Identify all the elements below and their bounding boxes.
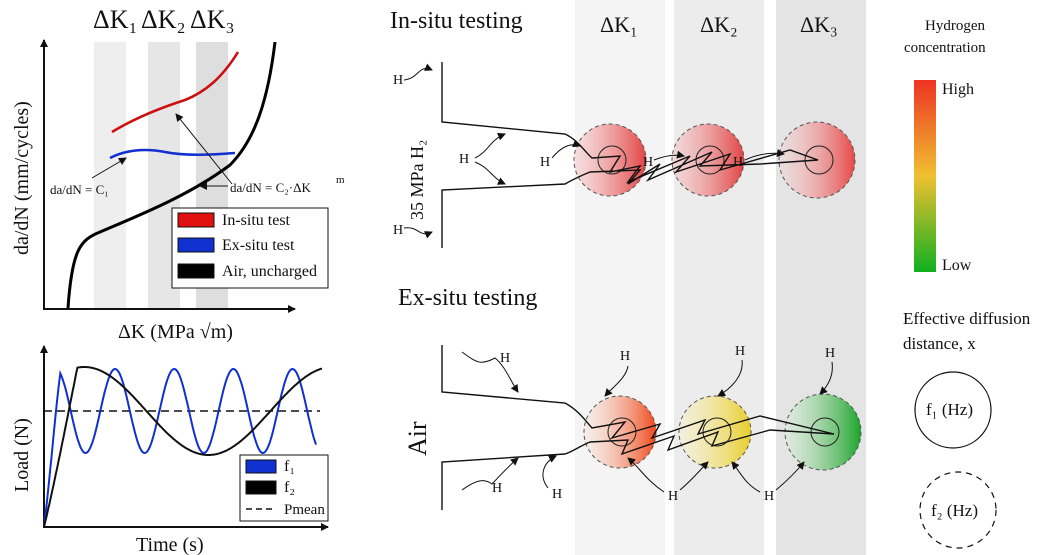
insitu-h-arrow-7 — [744, 149, 785, 161]
exsitu-h-8: H — [764, 489, 774, 504]
x-axis-label: ΔK (MPa √m) — [118, 321, 233, 343]
fcg-legend: In-situ test Ex-situ test Air, uncharged — [171, 207, 329, 289]
insitu-h-3: H — [459, 152, 469, 167]
legend-label-exsitu: Ex-situ test — [222, 237, 295, 254]
h-conc-high: High — [942, 81, 974, 98]
exsitu-h-7: H — [668, 489, 678, 504]
f2-label: f₂ (Hz) — [931, 501, 978, 520]
fcg-chart: ΔK₁ ΔK₂ ΔK₃ da/dN (mm/cycles) ΔK (MPa √m… — [11, 5, 345, 343]
exsitu-h-arrow-4 — [604, 365, 629, 397]
insitu-env: 35 MPa H₂ — [407, 140, 427, 220]
exsitu-title: Ex-situ testing — [398, 285, 537, 311]
legend-swatch-f2 — [245, 480, 277, 495]
exsitu-h-2: H — [492, 481, 502, 496]
annot-c2: da/dN = C₂·ΔK — [230, 180, 311, 195]
insitu-h-arrow-3 — [474, 132, 506, 159]
insitu-h-arrow-6 — [653, 150, 685, 161]
eff-diff-title-2: distance, x — [903, 334, 976, 353]
right-panel: Hydrogen concentration High Low Effectiv… — [903, 18, 1031, 549]
exsitu-h-4: H — [620, 349, 630, 364]
legend-swatch-f1 — [245, 459, 277, 474]
col-label-dk3: ΔK₃ — [800, 12, 838, 37]
insitu-zone-dk1 — [573, 123, 647, 197]
legend-label-f2: f₂ — [284, 479, 295, 496]
crack-schematic: ΔK₁ ΔK₂ ΔK₃ In-situ testing Ex-situ test… — [390, 0, 866, 555]
insitu-inner-dk2 — [695, 145, 725, 175]
h-conc-low: Low — [942, 257, 972, 274]
exsitu-zone-dk2 — [678, 395, 752, 469]
exsitu-h-arrow-6 — [819, 361, 833, 395]
legend-label-insitu: In-situ test — [222, 212, 291, 229]
exsitu-h-arrow-5 — [717, 359, 743, 397]
dk1-band — [94, 42, 126, 308]
arrow-c2-to-red — [175, 113, 233, 185]
insitu-zone-dk2 — [671, 123, 745, 197]
insitu-specimen: 35 MPa H₂ H H H H H H — [393, 62, 856, 248]
h-conc-title-2: concentration — [904, 40, 986, 56]
exsitu-h-arrow-10 — [775, 461, 805, 491]
exsitu-h-1: H — [500, 351, 510, 366]
load-x-label: Time (s) — [136, 534, 204, 555]
f2-circle — [919, 471, 997, 549]
insitu-inner-dk3 — [804, 145, 834, 175]
legend-label-f1: f₁ — [284, 458, 295, 475]
h-conc-colorbar — [914, 80, 936, 272]
load-chart: Load (N) Time (s) f₁ f₂ Pmean — [11, 345, 329, 555]
insitu-h-5: H — [643, 155, 653, 170]
insitu-h-1: H — [393, 73, 403, 88]
air-curve — [66, 41, 277, 309]
exsitu-h-arrow-7 — [627, 457, 665, 493]
insitu-h-arrow-1 — [403, 63, 433, 81]
arrow-c1 — [91, 157, 127, 179]
insitu-h-arrow-5 — [551, 139, 581, 159]
y-axis-label: da/dN (mm/cycles) — [11, 101, 33, 255]
exsitu-inner-dk1 — [607, 417, 637, 447]
col-band-dk2 — [674, 0, 764, 555]
annot-c2-exp: m — [336, 174, 345, 186]
legend-swatch-air — [177, 263, 215, 279]
exsitu-h-arrow-2 — [461, 457, 519, 491]
col-band-dk1 — [575, 0, 665, 555]
legend-label-pmean: Pmean — [284, 502, 325, 518]
exsitu-specimen: Air H H H H H H H H — [403, 344, 862, 510]
insitu-h-4: H — [540, 155, 550, 170]
f1-circle — [914, 371, 992, 449]
col-band-dk3 — [776, 0, 866, 555]
exsitu-h-arrow-9 — [731, 461, 761, 493]
load-y-label: Load (N) — [11, 418, 33, 492]
legend-swatch-exsitu — [177, 237, 215, 253]
f1-label: f₁ (Hz) — [926, 400, 973, 419]
insitu-title: In-situ testing — [390, 8, 523, 34]
col-label-dk1: ΔK₁ — [600, 12, 638, 37]
annot-c1: da/dN = C₁ — [50, 182, 109, 197]
h-conc-title-1: Hydrogen — [925, 18, 985, 34]
insitu-curve — [111, 51, 240, 134]
legend-label-air: Air, uncharged — [222, 263, 317, 280]
exsitu-h-arrow-1 — [461, 351, 519, 393]
exsitu-h-3: H — [552, 487, 562, 502]
exsitu-zone-dk1 — [583, 395, 657, 469]
exsitu-env: Air — [403, 421, 432, 456]
exsitu-h-6: H — [825, 346, 835, 361]
exsitu-outline — [441, 345, 835, 510]
dk2-label: ΔK₂ — [141, 5, 186, 34]
f1-wave — [43, 367, 317, 528]
col-label-dk2: ΔK₂ — [700, 12, 738, 37]
insitu-inner-dk1 — [597, 145, 627, 175]
exsitu-curve — [109, 148, 236, 160]
legend-swatch-insitu — [177, 212, 215, 228]
insitu-h-6: H — [733, 155, 743, 170]
eff-diff-title-1: Effective diffusion — [903, 309, 1031, 328]
exsitu-h-arrow-3 — [542, 455, 557, 489]
dk3-label: ΔK₃ — [190, 5, 235, 34]
insitu-h-arrow-4 — [474, 161, 506, 185]
f2-wave — [43, 366, 323, 528]
exsitu-h-arrow-8 — [679, 461, 709, 491]
insitu-h-arrow-2 — [403, 227, 433, 239]
load-legend: f₁ f₂ Pmean — [239, 454, 329, 522]
insitu-h-2: H — [393, 223, 403, 238]
exsitu-h-5: H — [735, 344, 745, 359]
dk1-label: ΔK₁ — [93, 5, 138, 34]
